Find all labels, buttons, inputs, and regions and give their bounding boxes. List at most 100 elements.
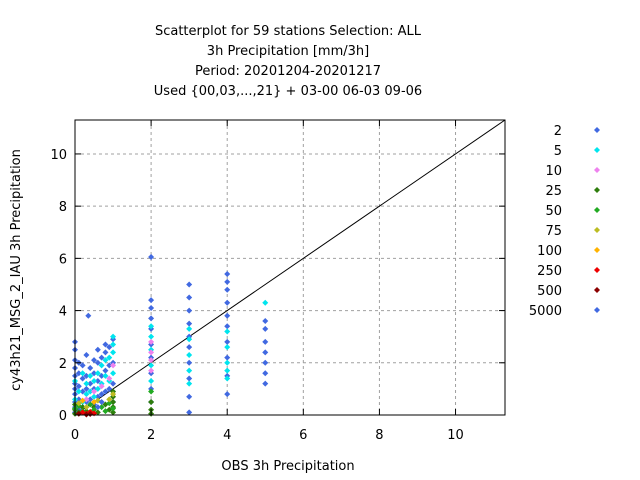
data-point	[186, 409, 193, 416]
y-tick-label: 2	[59, 357, 67, 372]
data-point	[94, 393, 101, 400]
y-tick-label: 6	[59, 252, 67, 267]
title-line-3: Period: 20201204-20201217	[195, 64, 381, 79]
data-point	[110, 409, 117, 416]
data-point	[148, 378, 155, 385]
data-point	[224, 359, 231, 366]
series-100	[79, 397, 98, 405]
data-point	[91, 378, 98, 385]
legend-label: 5	[554, 144, 562, 159]
data-point	[106, 362, 113, 369]
data-point	[186, 294, 193, 301]
data-point	[87, 380, 94, 387]
data-point	[79, 375, 86, 382]
data-point	[148, 333, 155, 340]
title-line-1: Scatterplot for 59 stations Selection: A…	[155, 24, 422, 39]
legend-item: 250	[537, 264, 600, 279]
legend-label: 5000	[529, 304, 562, 319]
y-tick-label: 0	[59, 409, 67, 424]
data-point	[224, 312, 231, 319]
y-tick-label: 8	[59, 200, 67, 215]
legend-marker	[594, 127, 600, 133]
data-point	[186, 320, 193, 327]
legend-marker	[594, 187, 600, 193]
x-tick-label: 4	[223, 428, 231, 443]
data-point	[148, 398, 155, 405]
data-point	[224, 375, 231, 382]
data-point	[224, 323, 231, 330]
data-point	[85, 312, 92, 319]
legend-marker	[594, 207, 600, 213]
legend-label: 75	[545, 224, 562, 239]
data-point	[110, 370, 117, 377]
legend-marker	[594, 287, 600, 293]
data-point	[75, 400, 82, 407]
data-point	[102, 349, 109, 356]
grid	[75, 120, 505, 415]
data-point	[83, 404, 90, 411]
data-point	[110, 380, 117, 387]
data-point	[87, 396, 94, 403]
data-point	[148, 367, 155, 374]
data-point	[98, 398, 105, 405]
data-point	[83, 380, 90, 387]
data-point	[148, 315, 155, 322]
data-point	[91, 388, 98, 395]
data-point	[106, 354, 113, 361]
series-10	[83, 338, 155, 403]
plot-area	[74, 119, 506, 416]
legend-marker	[594, 167, 600, 173]
series-5	[72, 299, 269, 405]
legend-item: 10	[545, 164, 600, 179]
data-point	[102, 388, 109, 395]
data-point	[106, 385, 113, 392]
data-point	[98, 354, 105, 361]
legend-marker	[594, 227, 600, 233]
data-point	[83, 351, 90, 358]
data-point	[79, 388, 86, 395]
legend-label: 250	[537, 264, 562, 279]
data-point	[102, 341, 109, 348]
legend-item: 2	[554, 124, 600, 139]
data-point	[87, 388, 94, 395]
data-point	[224, 286, 231, 293]
data-point	[98, 404, 105, 411]
data-point	[262, 299, 269, 306]
data-point	[79, 397, 86, 404]
data-point	[110, 362, 117, 369]
data-point	[98, 383, 105, 390]
data-point	[98, 362, 105, 369]
y-tick-label: 10	[50, 148, 67, 163]
one-to-one-line	[74, 119, 506, 416]
data-point	[186, 380, 193, 387]
data-point	[83, 391, 90, 398]
y-axis-label: cy43h21_MSG_2_IAU 3h Precipitation	[9, 149, 24, 391]
data-point	[186, 375, 193, 382]
data-point	[186, 325, 193, 332]
data-point	[224, 354, 231, 361]
data-point	[102, 408, 109, 415]
legend-item: 5	[554, 144, 600, 159]
data-point	[224, 328, 231, 335]
legend-label: 25	[545, 184, 562, 199]
legend-item: 25	[545, 184, 600, 199]
data-point	[87, 401, 94, 408]
data-point	[75, 383, 82, 390]
data-point	[148, 338, 155, 345]
data-point	[94, 370, 101, 377]
data-point	[110, 333, 117, 340]
data-point	[106, 400, 113, 407]
data-point	[224, 299, 231, 306]
data-point	[262, 318, 269, 325]
x-tick-label: 2	[147, 428, 155, 443]
data-point	[94, 346, 101, 353]
data-point	[186, 344, 193, 351]
data-point	[91, 357, 98, 364]
legend-label: 100	[537, 244, 562, 259]
legend-marker	[594, 147, 600, 153]
series-75	[75, 391, 117, 411]
data-point	[186, 281, 193, 288]
data-point	[91, 398, 98, 405]
data-point	[148, 304, 155, 311]
data-point	[224, 391, 231, 398]
